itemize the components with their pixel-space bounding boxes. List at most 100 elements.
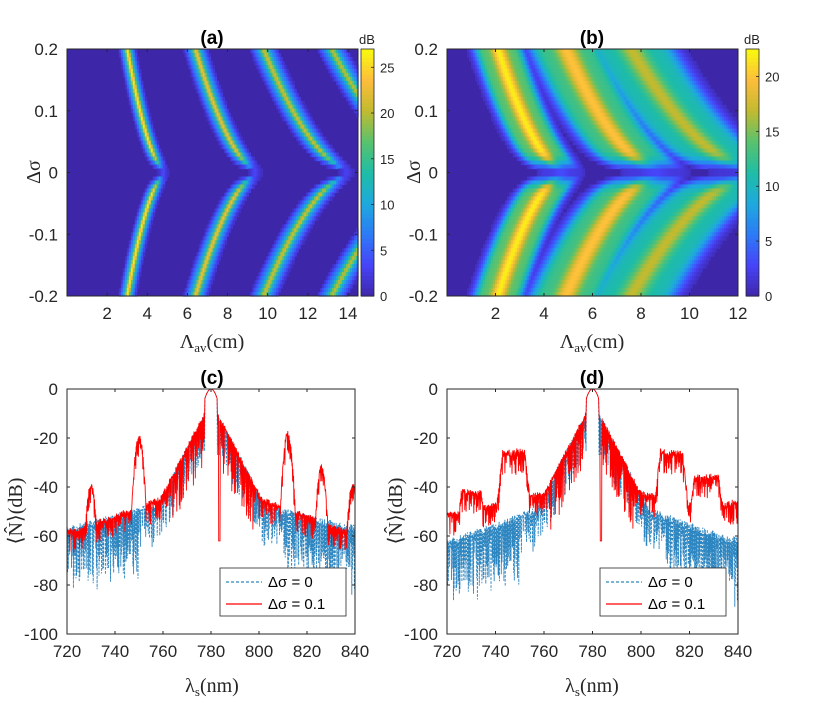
- heatmap-cell: [574, 100, 578, 106]
- heatmap-cell: [482, 92, 486, 98]
- heatmap-cell: [662, 68, 665, 74]
- heatmap-cell: [546, 116, 550, 122]
- heatmap-cell: [530, 49, 534, 54]
- heatmap-cell: [290, 260, 293, 265]
- heatmap-cell: [522, 116, 526, 122]
- heatmap-cell: [678, 60, 681, 66]
- heatmap-cell: [574, 112, 578, 118]
- heatmap-cell: [126, 260, 130, 265]
- heatmap-cell: [210, 108, 214, 114]
- heatmap-cell: [186, 288, 190, 293]
- heatmap-cell: [224, 232, 228, 237]
- heatmap-cell: [288, 224, 291, 229]
- heatmap-cell: [524, 104, 528, 110]
- heatmap-cell: [326, 196, 329, 201]
- heatmap-cell: [334, 292, 337, 297]
- heatmap-cell: [518, 49, 522, 54]
- heatmap-cell: [488, 96, 492, 102]
- heatmap-cell: [476, 76, 480, 82]
- heatmap-cell: [132, 112, 136, 118]
- heatmap-cell: [630, 96, 633, 102]
- heatmap-cell: [328, 52, 331, 58]
- heatmap-cell: [320, 52, 323, 58]
- heatmap-cell: [206, 112, 210, 118]
- heatmap-cell: [156, 188, 160, 194]
- heatmap-cell: [506, 104, 510, 110]
- heatmap-cell: [586, 120, 590, 126]
- heatmap-cell: [514, 100, 518, 106]
- heatmap-cell: [230, 220, 234, 225]
- colorbar-segment: [361, 287, 374, 293]
- heatmap-cell: [150, 216, 154, 221]
- heatmap-cell: [654, 120, 657, 126]
- heatmap-cell: [622, 108, 625, 114]
- heatmap-cell: [648, 76, 651, 82]
- heatmap-cell: [564, 76, 568, 82]
- heatmap-cell: [128, 64, 132, 70]
- heatmap-cell: [682, 52, 685, 58]
- heatmap-cell: [520, 120, 524, 126]
- heatmap-cell: [278, 68, 281, 74]
- heatmap-cell: [574, 104, 578, 110]
- heatmap-cell: [480, 84, 484, 90]
- heatmap-cell: [558, 72, 562, 78]
- heatmap-cell: [686, 49, 689, 54]
- heatmap-cell: [506, 64, 510, 70]
- heatmap-cell: [518, 112, 522, 118]
- heatmap-cell: [278, 88, 281, 94]
- heatmap-cell: [354, 88, 357, 94]
- heatmap-cell: [476, 60, 480, 66]
- heatmap-cell: [152, 136, 156, 142]
- heatmap-cell: [576, 84, 580, 90]
- heatmap-cell: [530, 124, 534, 130]
- heatmap-cell: [506, 49, 510, 54]
- heatmap-cell: [242, 176, 245, 182]
- heatmap-cell: [274, 80, 277, 86]
- heatmap-cell: [494, 52, 498, 58]
- heatmap-cell: [596, 88, 600, 94]
- heatmap-cell: [552, 60, 556, 66]
- heatmap-cell: [118, 52, 122, 58]
- heatmap-cell: [526, 49, 530, 54]
- heatmap-cell: [704, 96, 707, 102]
- heatmap-cell: [678, 108, 681, 114]
- heatmap-cell: [616, 60, 620, 66]
- heatmap-cell: [268, 264, 271, 269]
- heatmap-cell: [538, 124, 542, 130]
- heatmap-cell: [690, 104, 693, 110]
- heatmap-cell: [624, 60, 627, 66]
- heatmap-cell: [146, 236, 150, 241]
- heatmap-cell: [132, 60, 136, 66]
- heatmap-cell: [494, 76, 498, 82]
- y-tick-label: 0.1: [34, 102, 58, 121]
- heatmap-cell: [578, 80, 582, 86]
- heatmap-cell: [146, 216, 150, 221]
- heatmap-cell: [656, 88, 659, 94]
- heatmap-cell: [286, 232, 289, 237]
- heatmap-cell: [210, 224, 214, 229]
- heatmap-cell: [286, 240, 289, 245]
- heatmap-cell: [214, 260, 218, 265]
- heatmap-cell: [334, 60, 337, 66]
- heatmap-cell: [272, 268, 275, 273]
- heatmap-cell: [504, 84, 508, 90]
- heatmap-cell: [230, 192, 234, 197]
- heatmap-cell: [532, 96, 536, 102]
- heatmap-cell: [678, 100, 681, 106]
- heatmap-cell: [544, 76, 548, 82]
- heatmap-cell: [294, 88, 297, 94]
- heatmap-cell: [544, 49, 548, 54]
- heatmap-cell: [214, 104, 218, 110]
- heatmap-cell: [532, 116, 536, 122]
- heatmap-cell: [562, 80, 566, 86]
- heatmap-cell: [676, 68, 679, 74]
- heatmap-cell: [648, 88, 651, 94]
- heatmap-cell: [242, 164, 245, 170]
- heatmap-cell: [344, 272, 347, 277]
- heatmap-cell: [342, 49, 345, 54]
- heatmap-cell: [146, 200, 150, 205]
- heatmap-cell: [220, 112, 224, 118]
- heatmap-cell: [620, 64, 623, 70]
- heatmap-cell: [342, 80, 345, 86]
- heatmap-cell: [140, 252, 144, 257]
